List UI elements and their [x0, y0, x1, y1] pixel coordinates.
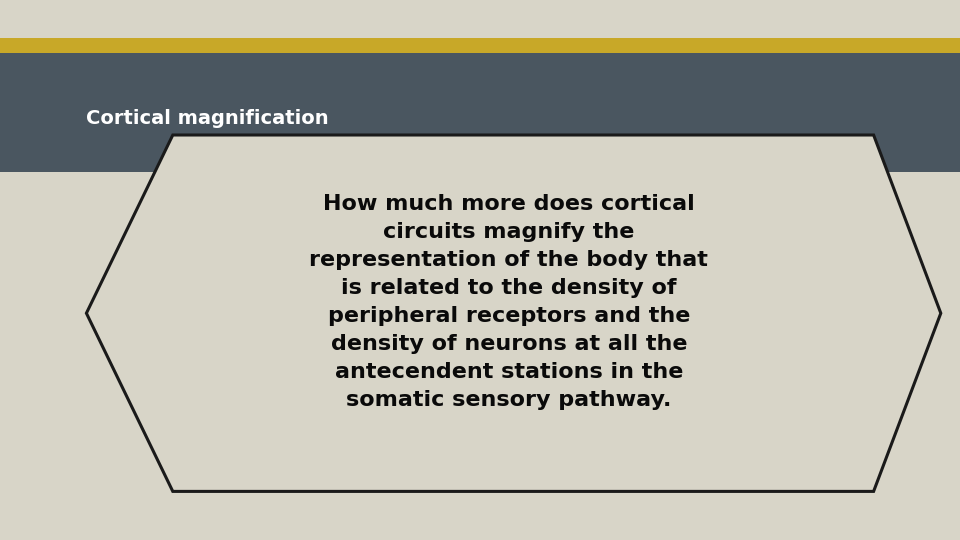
Bar [0, 53, 960, 172]
Text: How much more does cortical
circuits magnify the
representation of the body that: How much more does cortical circuits mag… [309, 194, 708, 410]
Polygon shape [86, 135, 941, 491]
Bar [0, 38, 960, 53]
Text: Cortical magnification: Cortical magnification [86, 109, 329, 128]
Bar [0, 0, 960, 38]
